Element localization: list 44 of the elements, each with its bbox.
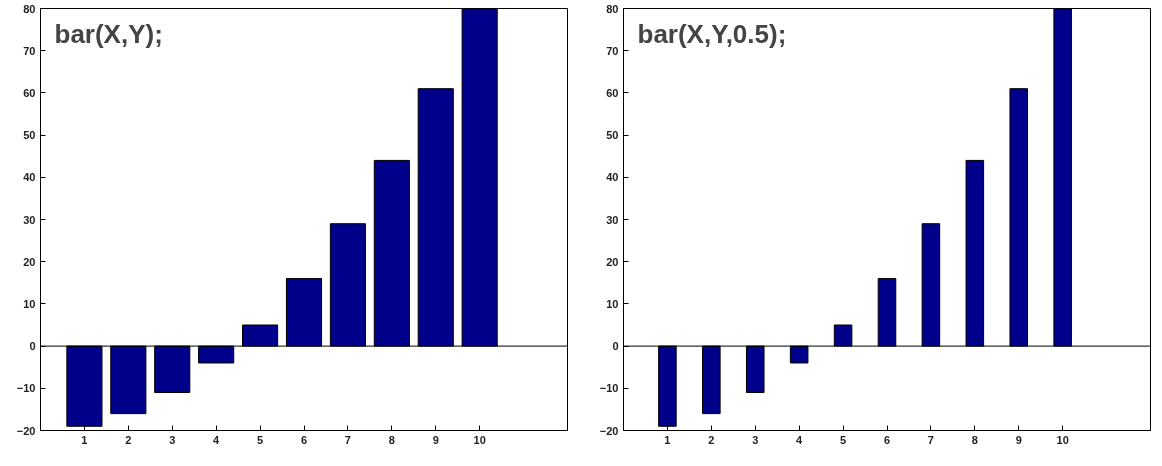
x-tick-label: 2 — [125, 433, 132, 446]
x-tick-label: 5 — [257, 433, 264, 446]
x-tick-label: 3 — [169, 433, 176, 446]
x-tick-label: 10 — [473, 433, 486, 446]
y-tick-label: 50 — [23, 129, 36, 142]
x-tick-label: 3 — [752, 433, 759, 446]
y-tick-label: 0 — [612, 340, 619, 353]
y-tick-label: 70 — [606, 44, 619, 57]
x-tick-label: 7 — [927, 433, 934, 446]
x-tick-label: 7 — [344, 433, 351, 446]
annotation: bar(X,Y,0.5); — [637, 18, 787, 49]
x-tick-label: 2 — [708, 433, 715, 446]
y-tick-label: −20 — [599, 424, 619, 437]
y-tick-label: 80 — [23, 2, 36, 15]
x-tick-label: 4 — [796, 433, 804, 446]
y-tick-label: 30 — [23, 213, 36, 226]
x-tick-label: 1 — [664, 433, 671, 446]
x-tick-label: 5 — [840, 433, 847, 446]
y-tick-label: 50 — [606, 129, 619, 142]
y-tick-label: 60 — [23, 86, 36, 99]
y-tick-label: 10 — [606, 297, 619, 310]
y-tick-label: 0 — [29, 340, 36, 353]
x-tick-label: 4 — [213, 433, 221, 446]
x-tick-label: 6 — [883, 433, 891, 446]
y-tick-label: 60 — [606, 86, 619, 99]
x-tick-label: 1 — [81, 433, 88, 446]
y-tick-label: 40 — [23, 171, 36, 184]
y-tick-label: 70 — [23, 44, 36, 57]
y-tick-label: −20 — [16, 424, 36, 437]
y-tick-label: 20 — [23, 255, 36, 268]
y-tick-label: 30 — [606, 213, 619, 226]
y-tick-label: 80 — [606, 2, 619, 15]
y-tick-label: 40 — [606, 171, 619, 184]
x-tick-label: 8 — [388, 433, 395, 446]
x-tick-label: 9 — [1015, 433, 1022, 446]
y-tick-label: 20 — [606, 255, 619, 268]
y-tick-label: −10 — [599, 382, 619, 395]
x-tick-label: 8 — [971, 433, 978, 446]
x-tick-label: 10 — [1056, 433, 1069, 446]
y-tick-label: 10 — [23, 297, 36, 310]
x-tick-label: 6 — [300, 433, 308, 446]
x-tick-label: 9 — [432, 433, 439, 446]
y-tick-label: −10 — [16, 382, 36, 395]
annotation: bar(X,Y); — [54, 18, 163, 49]
